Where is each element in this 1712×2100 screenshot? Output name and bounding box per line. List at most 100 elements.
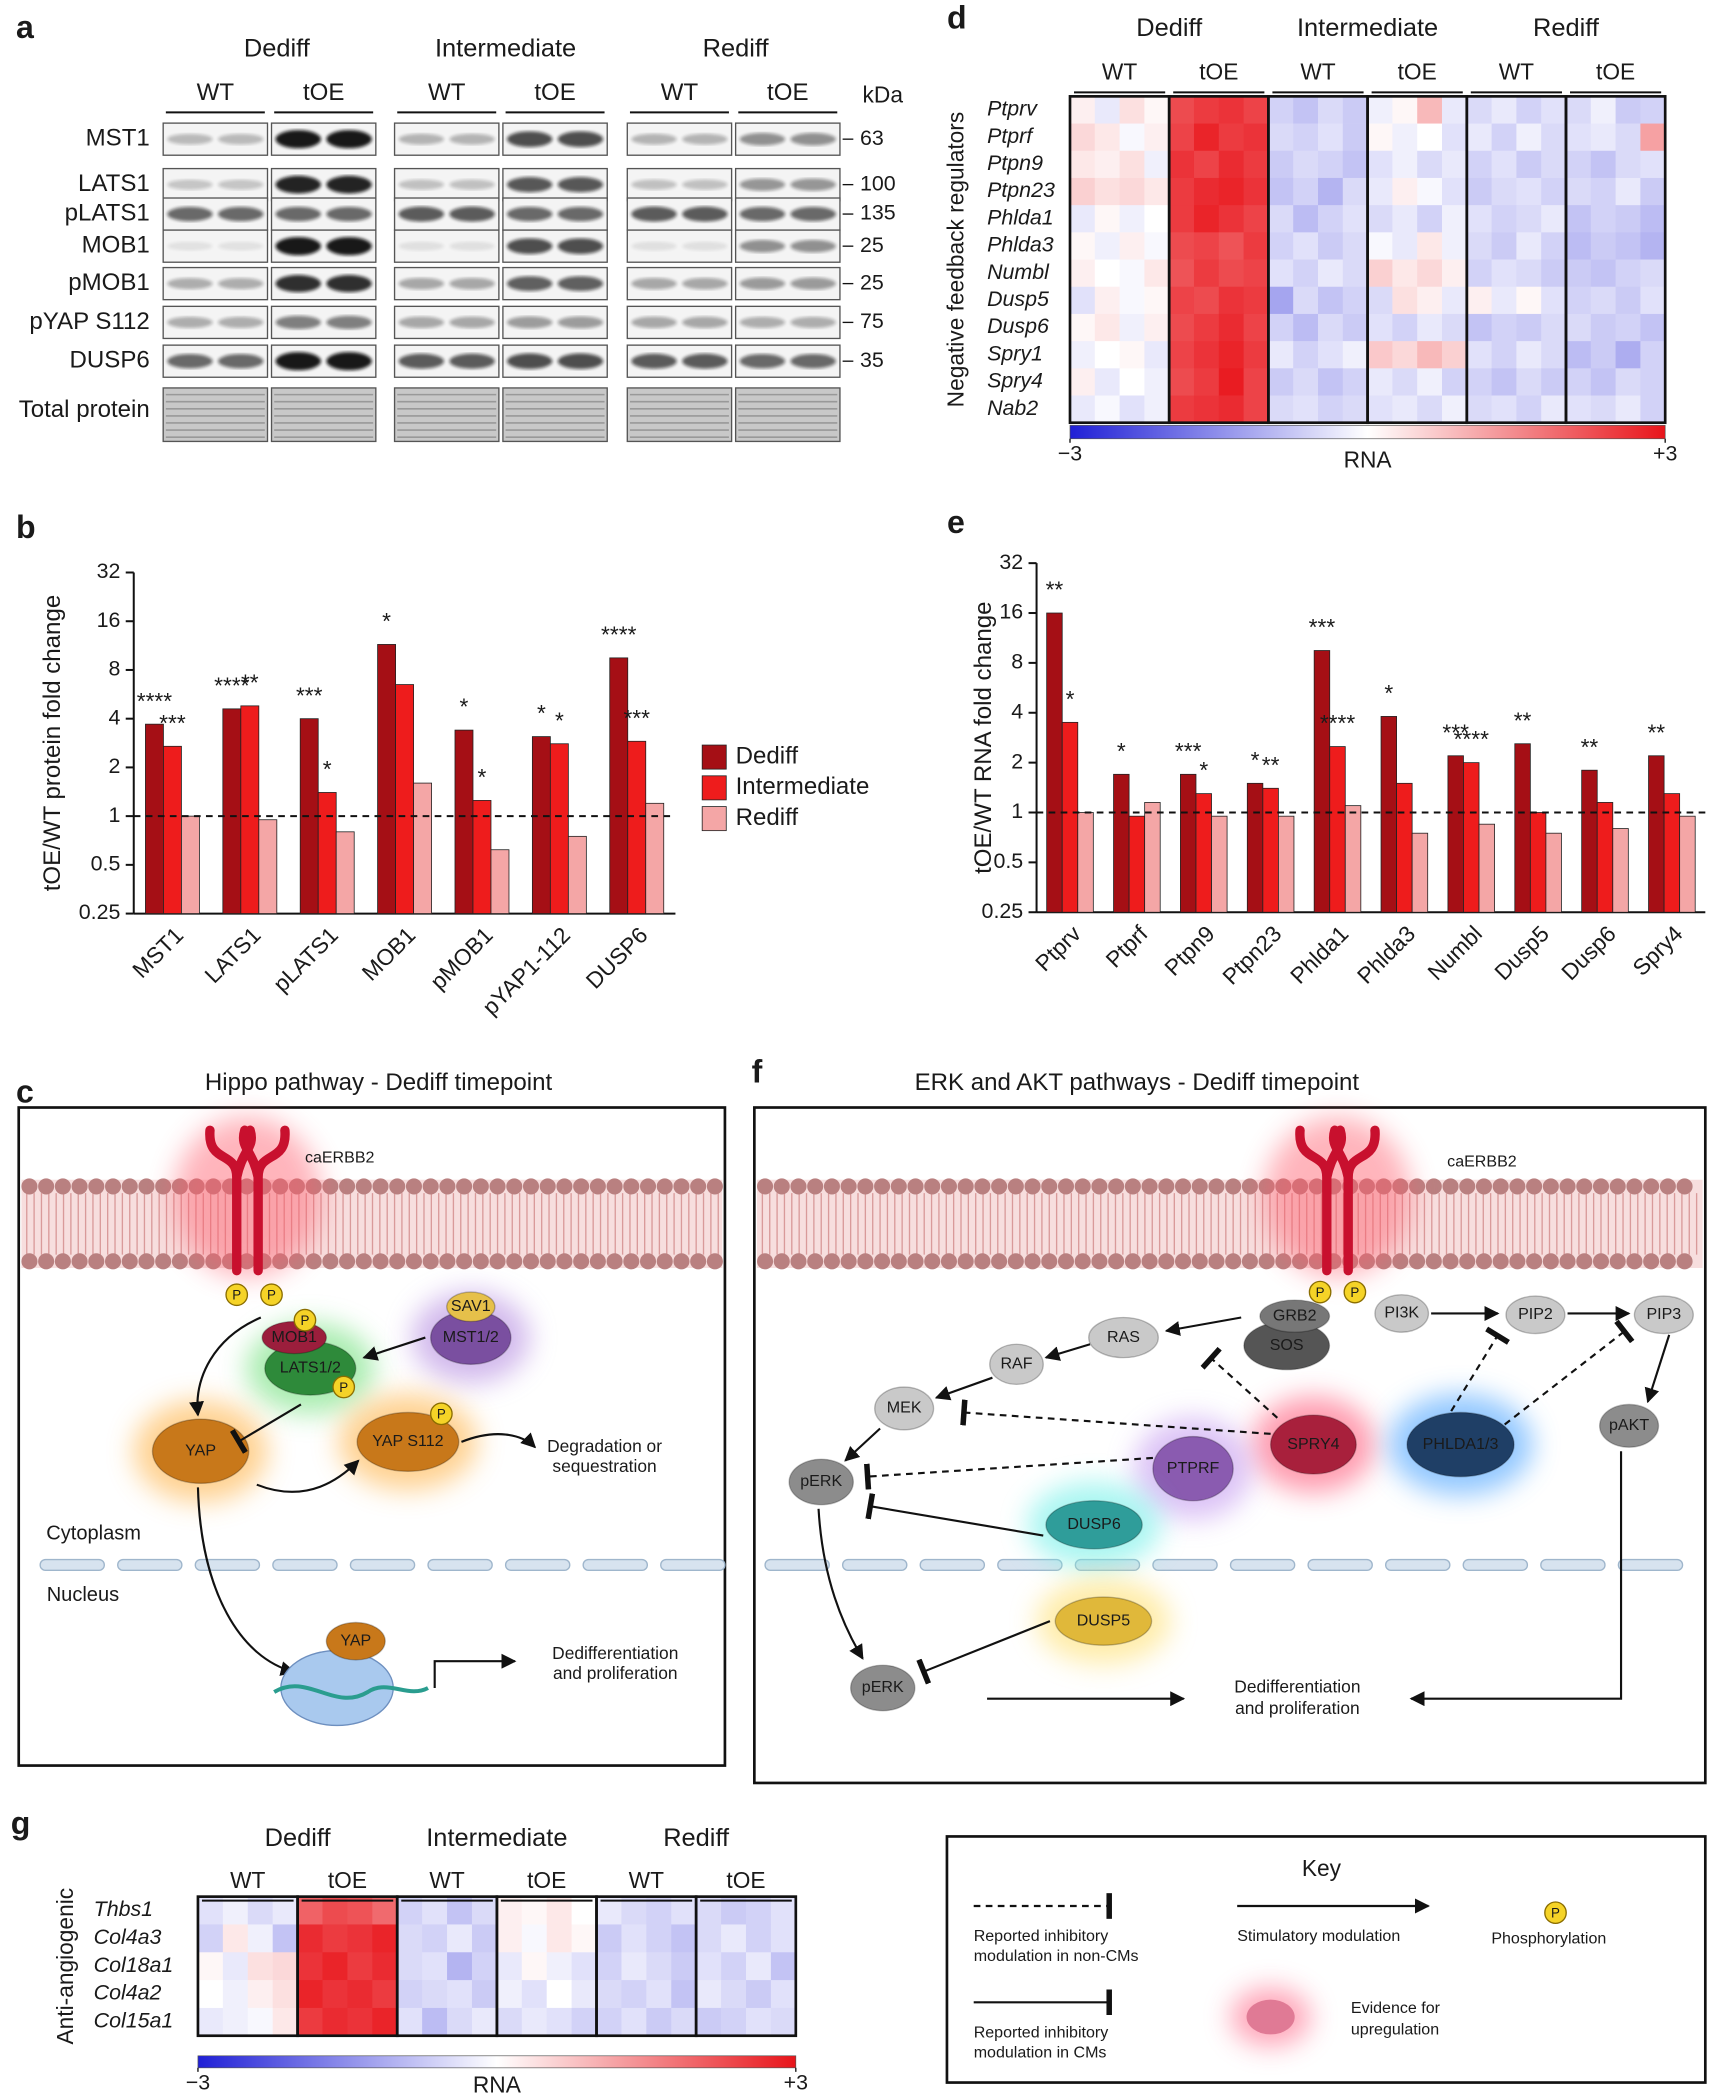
blot-band bbox=[449, 353, 495, 369]
colorbar-tick-label: −3 bbox=[1058, 441, 1082, 465]
heat-cell bbox=[1094, 96, 1121, 124]
lipid-head bbox=[372, 1253, 389, 1270]
heat-cell bbox=[1466, 395, 1492, 424]
y-axis-label: Negative feedback regulators bbox=[943, 112, 969, 408]
heat-cell bbox=[671, 1952, 697, 1981]
significance-label: ** bbox=[1046, 577, 1064, 603]
lipid-head bbox=[1425, 1178, 1442, 1195]
significance-label: * bbox=[1117, 738, 1126, 764]
heat-cell bbox=[372, 2007, 398, 2037]
y-tick-label: 4 bbox=[108, 705, 120, 729]
dna bbox=[273, 1684, 429, 1700]
bar bbox=[163, 745, 182, 914]
heat-cell bbox=[1070, 177, 1096, 206]
protein-label: RAF bbox=[1000, 1355, 1032, 1373]
protein-label: MOB1 bbox=[82, 232, 150, 259]
heat-cell bbox=[1516, 395, 1542, 424]
heat-cell bbox=[1565, 341, 1592, 369]
lipid-head bbox=[874, 1178, 891, 1195]
lipid-head bbox=[1041, 1253, 1058, 1270]
heat-cell bbox=[1144, 259, 1170, 288]
colorbar-tick-label: −3 bbox=[186, 2071, 210, 2095]
protein-label: pMOB1 bbox=[68, 269, 150, 296]
nuclear-envelope bbox=[841, 1558, 908, 1571]
heat-cell bbox=[1342, 368, 1368, 396]
blot-band bbox=[682, 277, 728, 290]
significance-label: **** bbox=[137, 688, 173, 714]
heat-cell bbox=[1144, 123, 1170, 152]
heat-cell bbox=[197, 1980, 224, 2009]
blot-band bbox=[398, 241, 445, 251]
arrow bbox=[1504, 1319, 1635, 1426]
blot-band bbox=[167, 353, 213, 369]
receptor-label: caERBB2 bbox=[305, 1149, 375, 1167]
bar bbox=[1411, 832, 1429, 913]
heat-cell bbox=[1441, 259, 1468, 288]
heat-cell bbox=[1541, 205, 1567, 233]
heat-cell bbox=[1615, 313, 1641, 342]
lipid-head bbox=[1057, 1178, 1075, 1195]
heat-cell bbox=[596, 1980, 622, 2009]
heat-cell bbox=[1367, 205, 1393, 233]
key-box bbox=[945, 1835, 1707, 2084]
lipid-head bbox=[1643, 1178, 1660, 1195]
protein bbox=[874, 1386, 935, 1431]
blot-band bbox=[790, 277, 836, 290]
heat-cell bbox=[1417, 123, 1443, 152]
lipid-head bbox=[907, 1178, 924, 1195]
blot-band bbox=[557, 177, 604, 193]
lipid-head bbox=[1258, 1253, 1275, 1270]
group-label: Intermediate bbox=[1297, 14, 1438, 42]
heat-cell bbox=[1218, 341, 1244, 369]
key-label: modulation in non-CMs bbox=[974, 1947, 1139, 1965]
heat-cell bbox=[621, 1924, 647, 1953]
total-protein-box bbox=[270, 387, 377, 443]
heat-cell bbox=[1491, 205, 1517, 233]
heat-cell bbox=[1268, 341, 1294, 369]
significance-label: **** bbox=[214, 672, 250, 698]
heat-cell bbox=[1119, 205, 1145, 233]
x-tick-label: MOB1 bbox=[356, 922, 420, 986]
lipid-head bbox=[1174, 1253, 1192, 1270]
heat-cell bbox=[1392, 232, 1418, 260]
protein-label: DUSP6 bbox=[70, 347, 150, 374]
blot-band bbox=[506, 276, 553, 292]
heat-cell bbox=[347, 1924, 373, 1953]
heat-cell bbox=[1317, 368, 1344, 396]
group-label: Intermediate bbox=[426, 1824, 567, 1852]
heat-cell bbox=[1243, 313, 1269, 342]
blot-band bbox=[682, 133, 728, 145]
protein-label: MOB1 bbox=[272, 1328, 318, 1346]
bar bbox=[609, 657, 629, 914]
legend-label: Rediff bbox=[736, 804, 799, 831]
lipid-head bbox=[773, 1253, 790, 1270]
lipid-head bbox=[305, 1253, 322, 1270]
heat-cell bbox=[1565, 259, 1592, 288]
legend-swatch bbox=[701, 775, 727, 801]
significance-label: ** bbox=[1581, 734, 1599, 760]
heat-cell bbox=[546, 2007, 573, 2037]
heat-cell bbox=[1144, 395, 1170, 424]
heat-cell bbox=[322, 1952, 348, 1981]
bar bbox=[1211, 815, 1228, 913]
lipid-head bbox=[389, 1253, 406, 1270]
row-label: Ptprf bbox=[987, 124, 1034, 148]
lipid-head bbox=[639, 1253, 657, 1270]
heat-cell bbox=[1268, 96, 1294, 124]
x-tick-label: Ptpn23 bbox=[1217, 920, 1286, 989]
heat-cell bbox=[1640, 123, 1666, 152]
heat-cell bbox=[1119, 259, 1145, 288]
heat-cell bbox=[1094, 313, 1121, 342]
blot-band bbox=[326, 237, 372, 256]
heat-cell bbox=[521, 1952, 548, 1981]
significance-label: * bbox=[323, 756, 332, 782]
protein-label: pERK bbox=[800, 1472, 842, 1490]
y-tick-label: 0.25 bbox=[79, 900, 121, 924]
blot-condition: WT bbox=[197, 79, 235, 106]
arrow bbox=[960, 1399, 1271, 1435]
heat-cell bbox=[1392, 96, 1418, 124]
blot-band bbox=[218, 133, 264, 145]
heat-cell bbox=[1119, 395, 1145, 424]
blot-band bbox=[449, 316, 495, 329]
lipid-head bbox=[1442, 1178, 1459, 1195]
